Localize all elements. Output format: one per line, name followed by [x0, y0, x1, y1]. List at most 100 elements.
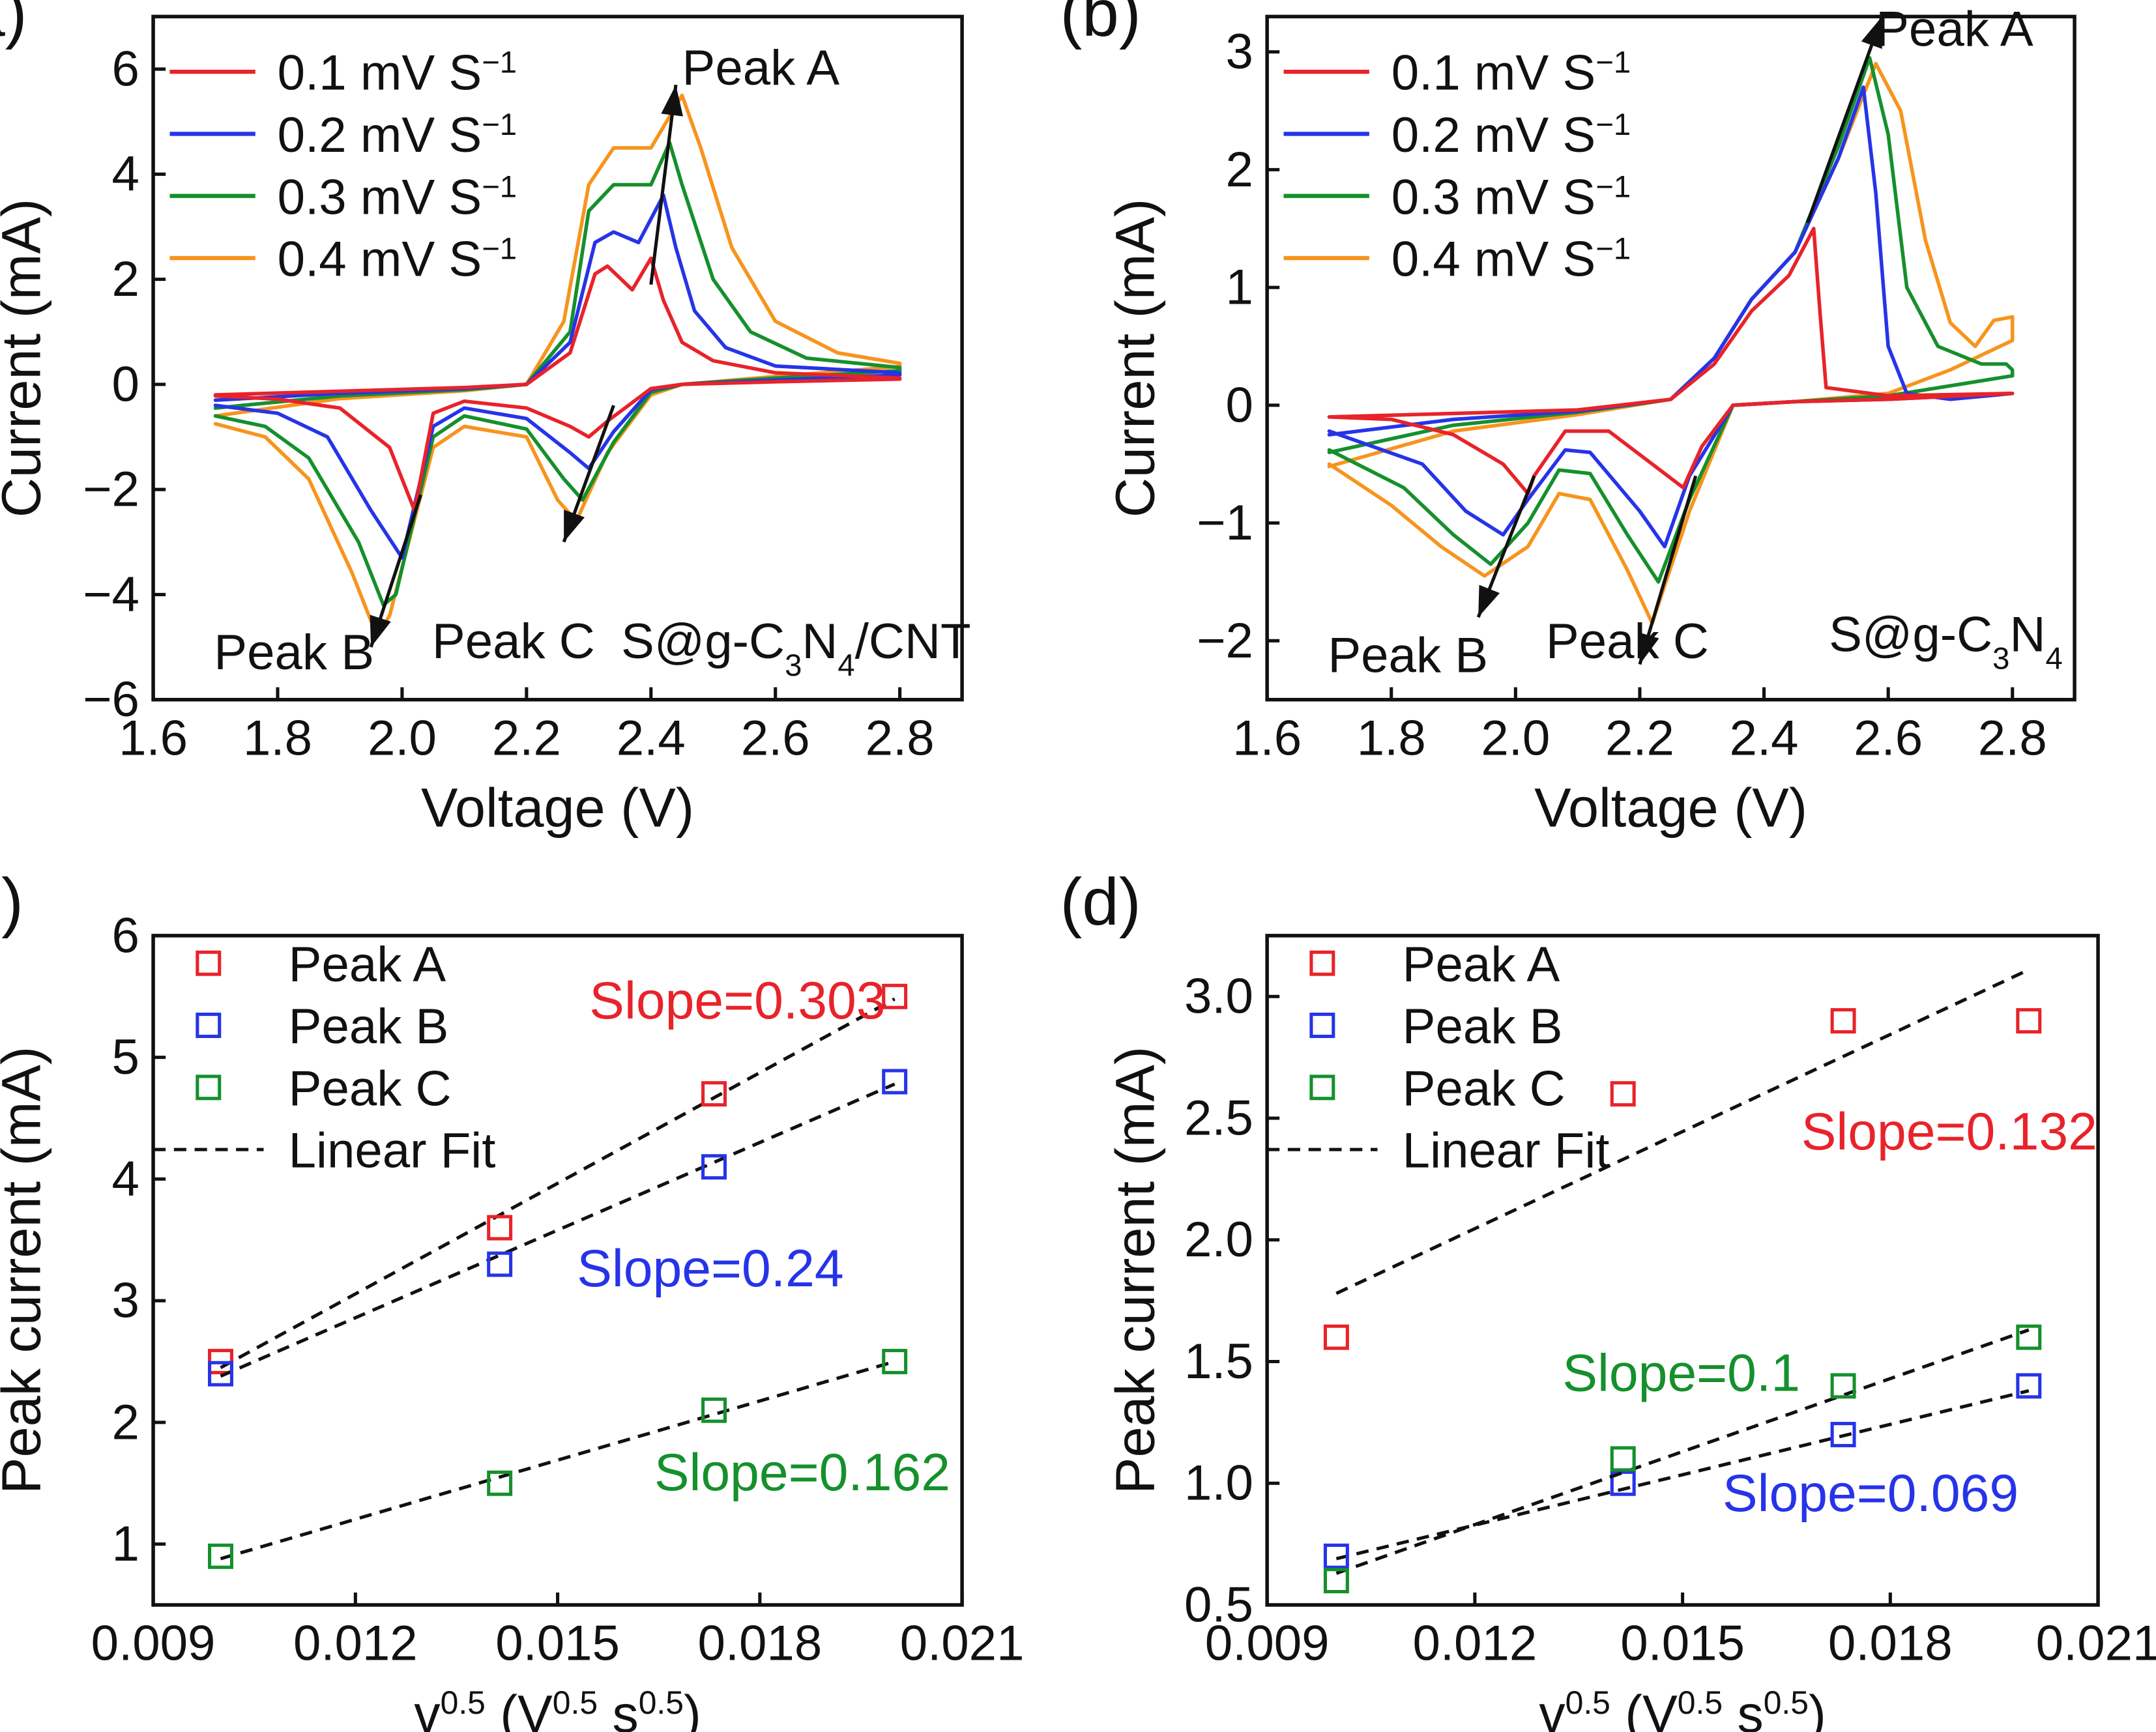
legend-label: Peak C — [1403, 1061, 1566, 1116]
x-tick-label: 0.021 — [2036, 1616, 2156, 1671]
data-point — [208, 1543, 233, 1569]
text-part: 0.1 mV S — [278, 46, 482, 101]
slope-label: Slope=0.069 — [1723, 1464, 2018, 1523]
text-part: v — [414, 1685, 440, 1732]
text-part: N — [802, 614, 838, 669]
data-point — [1830, 1422, 1856, 1448]
x-tick-label: 0.018 — [1828, 1616, 1953, 1671]
slope-label: Slope=0.24 — [577, 1239, 843, 1298]
text-part: 4 — [2046, 641, 2063, 676]
x-axis-label: v0.5 (V0.5 s0.5) — [414, 1684, 701, 1732]
text-part: /CNT — [855, 614, 971, 669]
y-axis-label: Current (mA) — [1103, 199, 1165, 517]
data-point — [1610, 1446, 1636, 1472]
x-tick-label: 0.009 — [91, 1616, 216, 1671]
text-part: 0.5 — [1678, 1684, 1723, 1721]
data-point — [1610, 1081, 1636, 1107]
fit-line — [220, 997, 896, 1370]
y-tick-label: 1.0 — [1184, 1456, 1253, 1511]
x-tick-label: 0.021 — [900, 1616, 1025, 1671]
panel-label: (d) — [1060, 865, 1141, 939]
plot-frame — [1265, 14, 2076, 702]
data-point — [2016, 1324, 2042, 1350]
y-tick-label: 2 — [111, 252, 139, 307]
trend-arrow-head — [1861, 16, 1882, 49]
data-point — [487, 1251, 513, 1277]
legend-label: Peak A — [289, 937, 446, 992]
y-tick-label: −4 — [83, 567, 139, 622]
y-tick-label: 2.5 — [1184, 1090, 1253, 1146]
y-tick-label: 2 — [1226, 142, 1253, 197]
data-point — [701, 1397, 727, 1423]
x-tick-label: 0.015 — [1620, 1616, 1745, 1671]
text-part: 0.5 — [553, 1684, 598, 1721]
y-tick-label: −2 — [1197, 613, 1253, 669]
x-tick-label: 2.2 — [1605, 710, 1674, 766]
text-part: 0.5 — [1764, 1684, 1809, 1721]
y-tick-label: 4 — [111, 147, 139, 202]
text-part: s — [598, 1685, 639, 1732]
trend-arrow-head — [661, 85, 684, 117]
x-axis-label: v0.5 (V0.5 s0.5) — [1539, 1684, 1826, 1732]
x-tick-label: 1.8 — [243, 710, 312, 766]
x-tick-label: 2.4 — [1730, 710, 1799, 766]
trend-arrow-line — [1638, 475, 1698, 665]
x-tick-label: 2.6 — [741, 710, 810, 766]
legend-marker — [196, 950, 222, 976]
legend-marker — [196, 1075, 222, 1101]
x-tick-label: 2.4 — [617, 710, 686, 766]
x-tick-label: 1.8 — [1357, 710, 1426, 766]
text-part: S@g-C — [621, 614, 785, 669]
x-tick-label: 2.6 — [1854, 710, 1923, 766]
text-part: −1 — [1595, 169, 1631, 204]
y-axis-label: Peak current (mA) — [1103, 1046, 1165, 1494]
y-tick-label: 3 — [111, 1273, 139, 1329]
text-part: s — [1723, 1685, 1764, 1732]
data-point — [1830, 1008, 1856, 1034]
data-point — [487, 1215, 513, 1241]
y-tick-label: 3.0 — [1184, 969, 1253, 1024]
y-tick-label: −1 — [1197, 495, 1253, 551]
y-tick-label: 1.5 — [1184, 1334, 1253, 1389]
x-tick-label: 1.6 — [119, 710, 188, 766]
x-tick-label: 2.0 — [1481, 710, 1550, 766]
legend-marker — [1309, 1013, 1335, 1039]
slope-label: Slope=0.162 — [654, 1443, 950, 1502]
data-point — [1323, 1568, 1349, 1594]
y-tick-label: 0 — [111, 356, 139, 412]
text-part: −1 — [482, 231, 517, 266]
annotation-peak-c: Peak C — [432, 614, 595, 669]
y-tick-label: 0 — [1226, 377, 1253, 433]
text-part: 0.4 mV S — [278, 232, 482, 287]
data-point — [882, 1349, 908, 1374]
text-part: 0.3 mV S — [278, 169, 482, 225]
legend-label: Peak A — [1403, 937, 1560, 992]
x-tick-label: 2.8 — [866, 710, 935, 766]
fit-line — [1335, 1389, 2030, 1561]
y-tick-label: 6 — [111, 908, 139, 963]
text-part: S@g-C — [1829, 607, 1992, 663]
cv-curve — [213, 93, 902, 639]
x-tick-label: 2.8 — [1978, 710, 2047, 766]
text-part: 0.4 mV S — [1391, 232, 1596, 287]
y-tick-label: 3 — [1226, 24, 1253, 79]
data-point — [701, 1081, 727, 1107]
annotation-peak-b: Peak B — [1328, 628, 1488, 683]
legend-label: 0.4 mV S−1 — [278, 231, 517, 287]
trend-arrow-head — [1637, 632, 1659, 665]
trend-arrow-line — [649, 84, 678, 285]
y-tick-label: 0.5 — [1184, 1577, 1253, 1632]
data-point — [487, 1470, 513, 1496]
sample-label: S@g-C3N4/CNT — [621, 614, 971, 682]
text-part: −1 — [482, 45, 517, 79]
trend-arrow-head — [564, 510, 585, 542]
legend-label: Peak C — [289, 1061, 452, 1116]
slope-label: Slope=0.132 — [1801, 1103, 2097, 1161]
cv-curve — [213, 256, 902, 513]
data-point — [208, 1361, 233, 1387]
text-part: (V — [1610, 1685, 1678, 1732]
panel-label: (c) — [0, 865, 23, 939]
panel-label: (a) — [0, 0, 27, 50]
y-axis-label: Peak current (mA) — [0, 1046, 51, 1494]
